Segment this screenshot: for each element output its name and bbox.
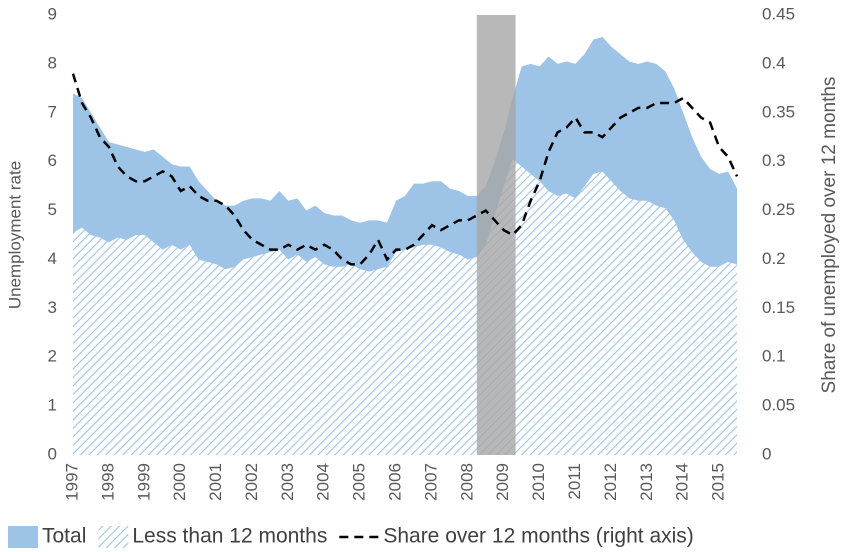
y2-tick-label: 0.15 xyxy=(762,298,795,317)
y-tick-label: 2 xyxy=(48,347,57,366)
y2-tick-label: 0.1 xyxy=(762,347,786,366)
x-tick-label: 2000 xyxy=(170,463,189,501)
x-tick-label: 2009 xyxy=(493,463,512,501)
x-tick-label: 2012 xyxy=(601,463,620,501)
y2-tick-label: 0.2 xyxy=(762,249,786,268)
x-tick-label: 2002 xyxy=(242,463,261,501)
line xyxy=(71,73,739,266)
y-tick-label: 3 xyxy=(48,298,57,317)
y2-axis-label: Share of unemployed over 12 months xyxy=(819,77,840,394)
y-tick-label: 5 xyxy=(48,200,57,219)
x-tick-label: 2003 xyxy=(278,463,297,501)
shaded-span xyxy=(476,15,516,455)
x-tick-label: 1999 xyxy=(134,463,153,501)
y2-tick-label: 0 xyxy=(762,444,771,463)
x-tick-label: 2006 xyxy=(386,463,405,501)
x-tick-label: 2008 xyxy=(457,463,476,501)
legend-swatch xyxy=(8,526,38,548)
x-tick-label: 2014 xyxy=(673,463,692,501)
x-tick-label: 2010 xyxy=(529,463,548,501)
y-tick-label: 9 xyxy=(48,4,57,23)
y-tick-label: 0 xyxy=(48,444,57,463)
area xyxy=(73,159,738,455)
x-tick-label: 2015 xyxy=(709,463,728,501)
legend-swatch xyxy=(98,526,129,548)
y2-tick-label: 0.4 xyxy=(762,53,786,72)
x-tick-label: 2013 xyxy=(637,463,656,501)
legend-label: Share over 12 months (right axis) xyxy=(383,525,693,548)
x-tick-label: 1998 xyxy=(98,463,117,501)
x-tick-label: 2011 xyxy=(565,463,584,500)
y-tick-label: 1 xyxy=(48,396,57,415)
x-tick-label: 2007 xyxy=(421,463,440,501)
y2-tick-label: 0.25 xyxy=(762,200,795,219)
x-tick-label: 1997 xyxy=(62,463,81,501)
y-axis-label: Unemployment rate xyxy=(5,161,24,309)
x-tick-label: 2005 xyxy=(350,463,369,501)
y-tick-label: 8 xyxy=(48,53,57,72)
y2-tick-label: 0.05 xyxy=(762,396,795,415)
x-tick-label: 2004 xyxy=(314,463,333,501)
legend-label: Less than 12 months xyxy=(132,525,327,548)
y2-tick-label: 0.35 xyxy=(762,102,795,121)
y-tick-label: 6 xyxy=(48,151,57,170)
legend-label: Total xyxy=(42,525,86,548)
y2-tick-label: 0.45 xyxy=(762,4,795,23)
x-tick-label: 2001 xyxy=(206,463,225,501)
y2-tick-label: 0.3 xyxy=(762,151,786,170)
y-tick-label: 4 xyxy=(48,249,57,268)
y-tick-label: 7 xyxy=(48,102,57,121)
